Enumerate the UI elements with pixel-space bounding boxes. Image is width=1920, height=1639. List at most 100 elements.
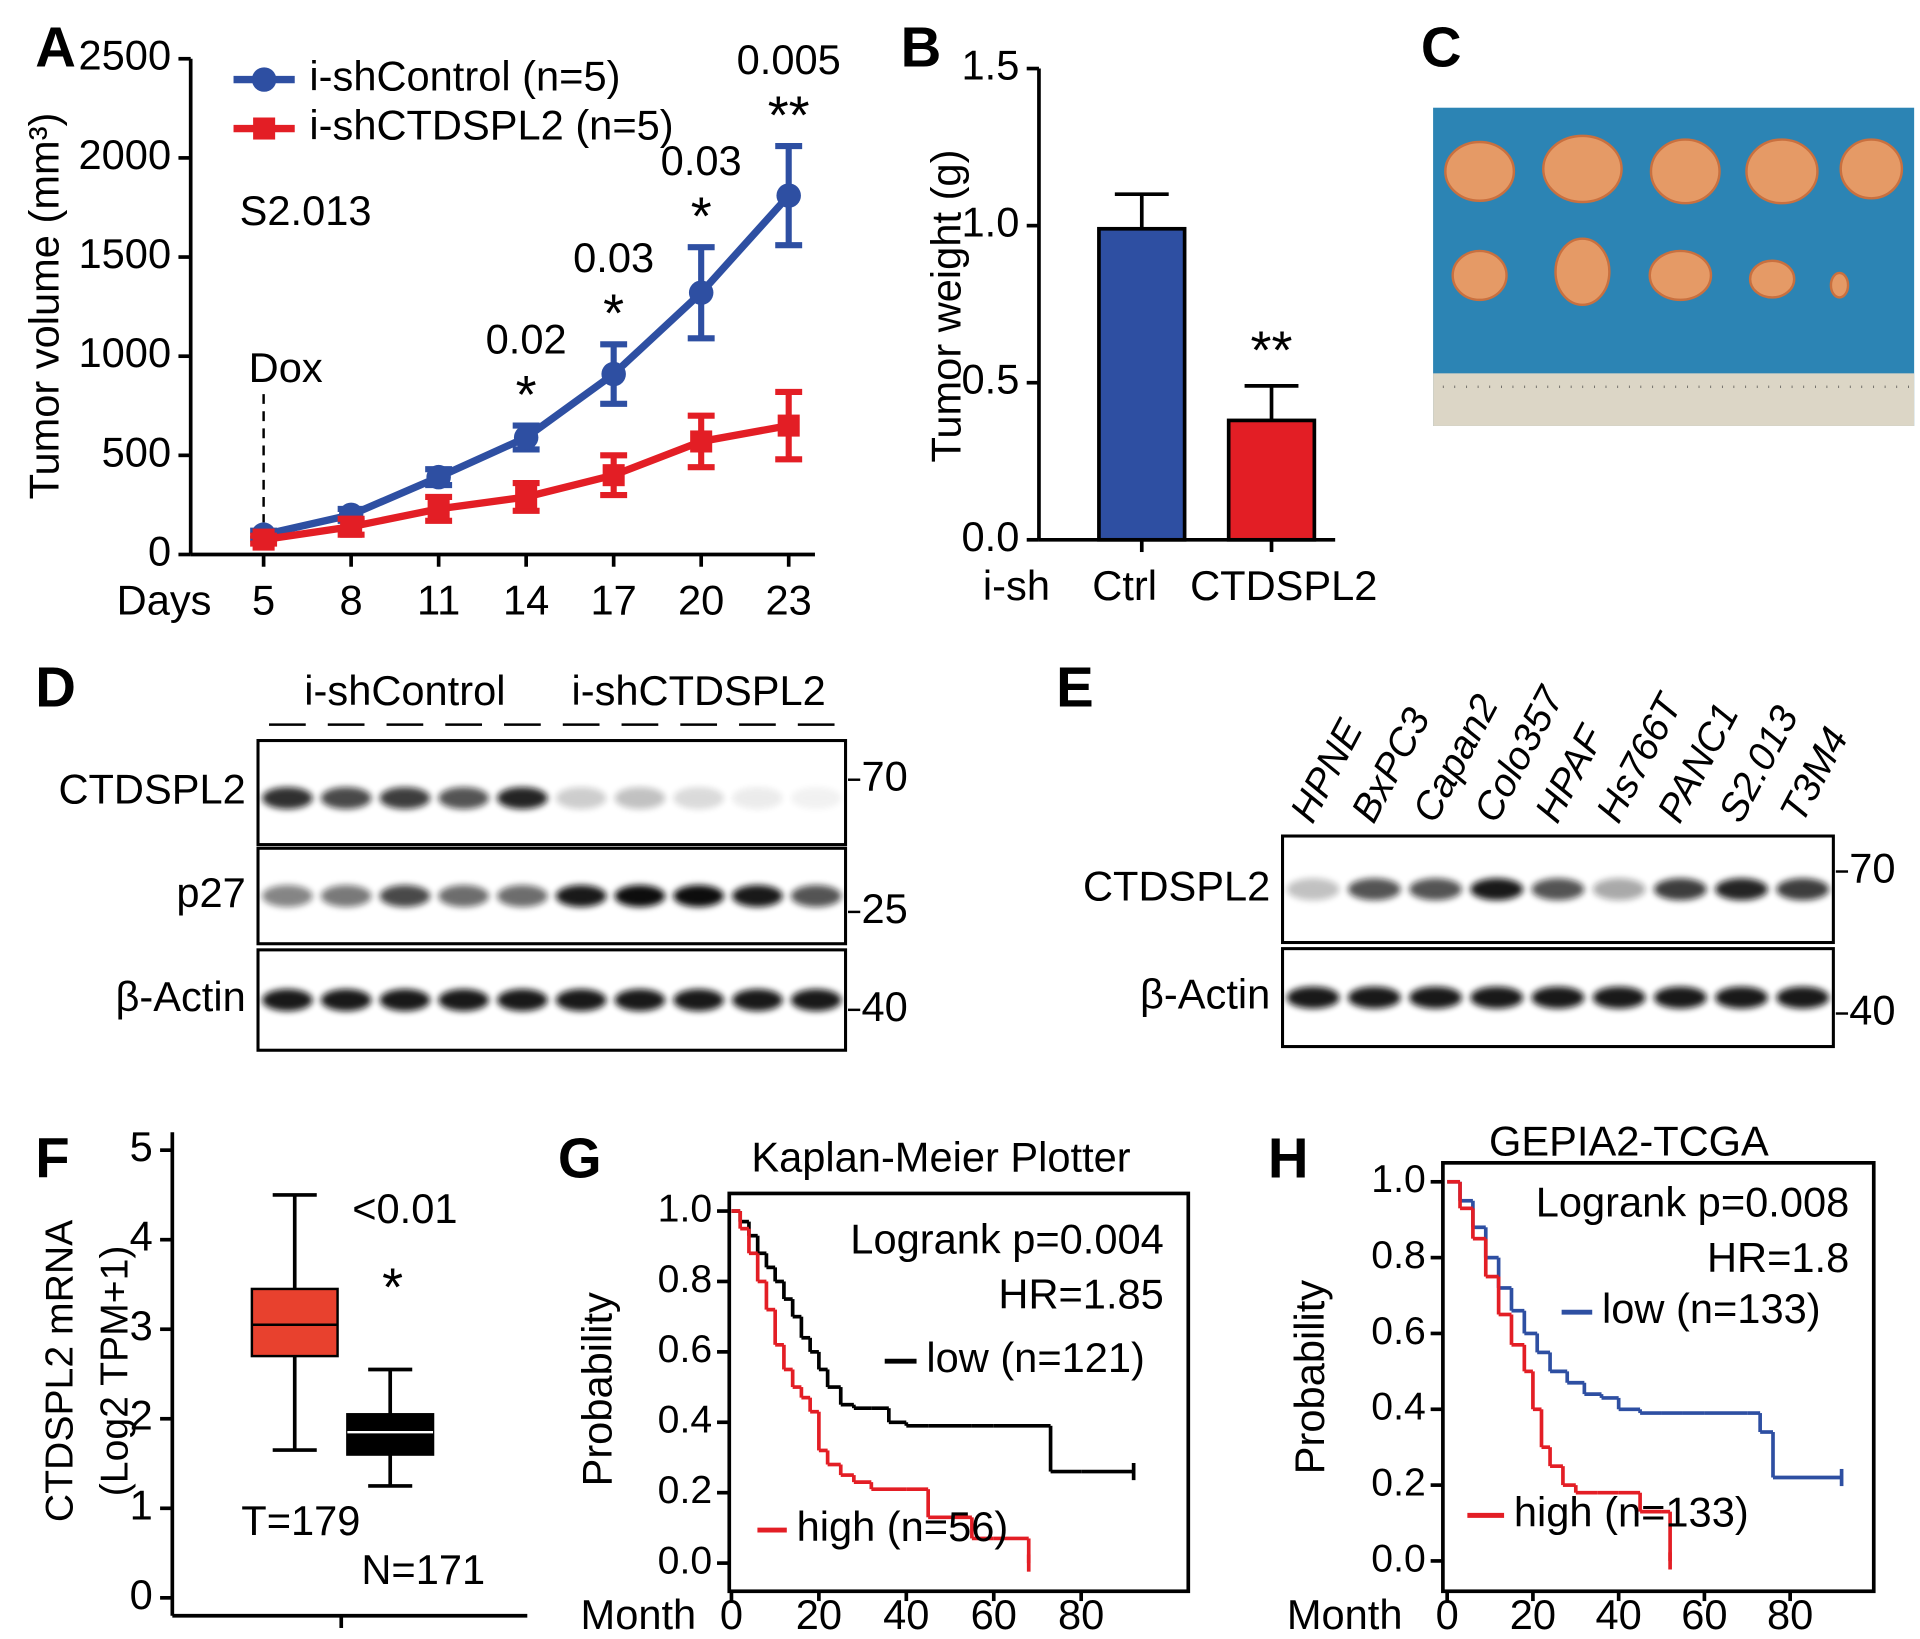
blot-band xyxy=(555,884,607,908)
annotation: HR=1.85 xyxy=(998,1270,1163,1317)
y-tick-label: 1 xyxy=(130,1481,153,1528)
bar xyxy=(1226,418,1317,542)
blot-band xyxy=(790,989,842,1012)
dox-label: Dox xyxy=(249,344,323,391)
panel-letter: C xyxy=(1421,15,1462,78)
blot-band xyxy=(732,787,783,810)
blot-band xyxy=(438,884,489,908)
blot-band xyxy=(555,787,607,810)
data-point xyxy=(601,361,626,387)
panel-letter: G xyxy=(558,1127,602,1190)
legend-label: i-shControl (n=5) xyxy=(309,53,620,100)
cell-line-label: S2.013 xyxy=(240,187,372,234)
blot-band xyxy=(1286,878,1340,901)
y-tick-label: 0.4 xyxy=(1371,1386,1425,1429)
x-tick-label: 60 xyxy=(1681,1591,1727,1638)
blot-band xyxy=(320,787,372,810)
blot-band xyxy=(1470,878,1524,901)
blot-band xyxy=(1776,986,1830,1009)
blot-band xyxy=(1348,986,1401,1009)
x-tick-label: 14 xyxy=(503,576,549,623)
blot-band xyxy=(1409,986,1462,1009)
y-tick-label: 3 xyxy=(130,1302,153,1349)
panel-letter: F xyxy=(35,1127,69,1190)
data-point xyxy=(776,183,801,208)
blot-band xyxy=(379,884,431,908)
blot-band xyxy=(262,989,313,1012)
x-axis-label: i-sh xyxy=(983,562,1050,609)
blot-band xyxy=(1654,986,1707,1009)
p-value: <0.01 xyxy=(352,1185,457,1232)
group-label: i-shControl xyxy=(304,667,505,714)
data-point xyxy=(427,497,450,520)
y-tick-label: 500 xyxy=(102,428,171,475)
group-label: N=171 xyxy=(361,1546,485,1593)
y-tick-label: 5 xyxy=(130,1123,153,1170)
annotation: Logrank p=0.008 xyxy=(1536,1179,1850,1226)
x-tick-label: 8 xyxy=(340,576,363,623)
y-axis-label: Tumor weight (g) xyxy=(923,150,970,463)
annotation: HR=1.8 xyxy=(1707,1234,1849,1281)
y-axis-label: CTDSPL2 mRNA xyxy=(39,1219,82,1522)
panel-letter: B xyxy=(901,15,942,78)
y-tick-label: 2500 xyxy=(79,32,172,79)
y-tick-label: 0.0 xyxy=(658,1539,712,1582)
blot-band xyxy=(1531,986,1585,1009)
blot-band xyxy=(320,884,372,908)
y-tick-label: 0.0 xyxy=(1371,1537,1425,1580)
x-tick-label: 20 xyxy=(678,576,724,623)
y-tick-label: 0.6 xyxy=(658,1328,712,1371)
blot-band xyxy=(555,989,607,1012)
blot-band xyxy=(1715,986,1768,1009)
legend-marker xyxy=(251,67,277,92)
significance-stars: * xyxy=(691,186,712,246)
blot-band xyxy=(497,989,548,1012)
y-tick-label: 0.8 xyxy=(1371,1234,1425,1277)
blot-band xyxy=(1286,986,1340,1009)
y-tick-label: 0.2 xyxy=(1371,1461,1425,1504)
marker-size: 70 xyxy=(861,753,907,800)
x-tick-label: 80 xyxy=(1767,1591,1813,1638)
significance-stars: ** xyxy=(1251,320,1293,380)
blot-band xyxy=(497,787,548,810)
panel-letter: H xyxy=(1268,1127,1309,1190)
data-point xyxy=(513,425,539,450)
row-label: CTDSPL2 xyxy=(58,766,245,813)
blot-band xyxy=(320,989,372,1012)
legend-label: low (n=121) xyxy=(926,1334,1145,1381)
y-tick-label: 0.6 xyxy=(1371,1310,1425,1353)
y-tick-label: 2 xyxy=(130,1392,153,1439)
y-axis-label: Probability xyxy=(1286,1280,1333,1474)
significance-stars: ** xyxy=(768,85,810,145)
x-tick-label: 60 xyxy=(971,1591,1017,1638)
data-point xyxy=(426,464,451,490)
data-point xyxy=(602,464,625,487)
marker-size: 70 xyxy=(1849,845,1895,892)
significance-stars: * xyxy=(603,284,624,344)
blot-band xyxy=(262,884,313,908)
significance-stars: * xyxy=(382,1258,403,1318)
y-tick-label: 1.5 xyxy=(962,42,1020,89)
y-tick-label: 0.4 xyxy=(658,1399,712,1442)
box xyxy=(346,1413,435,1456)
legend-label: high (n=133) xyxy=(1514,1488,1749,1535)
blot-band xyxy=(673,989,724,1012)
group-label: i-shCTDSPL2 xyxy=(571,667,825,714)
blot-band xyxy=(614,884,666,908)
legend-marker xyxy=(253,117,276,140)
blot-band xyxy=(790,884,842,908)
row-label: β-Actin xyxy=(1140,971,1270,1018)
plot-frame xyxy=(1441,1161,1876,1594)
blot-band xyxy=(1776,878,1830,901)
x-axis-label: Days xyxy=(117,576,212,623)
x-tick-label: 40 xyxy=(1596,1591,1642,1638)
y-tick-label: 0.2 xyxy=(658,1469,712,1512)
data-point xyxy=(688,280,714,305)
y-axis-label: Tumor volume (mm³) xyxy=(20,113,67,500)
blot-band xyxy=(1715,878,1768,901)
legend-label: i-shCTDSPL2 (n=5) xyxy=(309,102,673,149)
y-axis-label: (Log2 TPM+1) xyxy=(94,1246,137,1497)
y-tick-label: 1.0 xyxy=(962,199,1020,246)
blot-band xyxy=(438,989,489,1012)
